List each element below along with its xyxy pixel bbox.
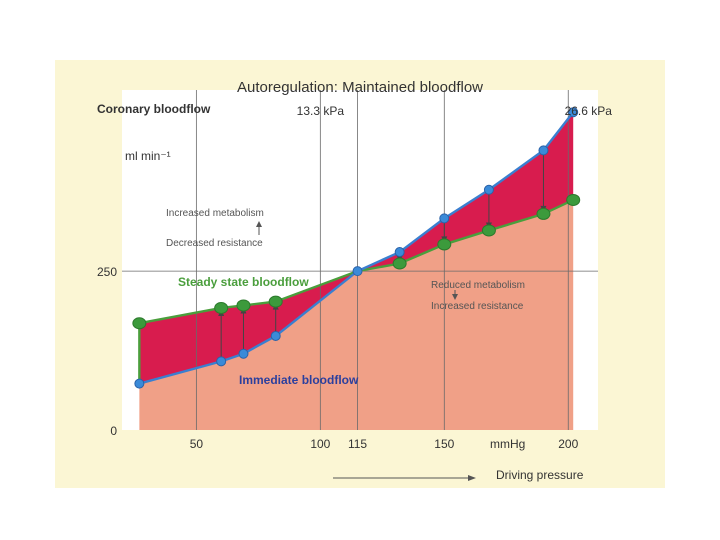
steady-state-point — [536, 207, 551, 220]
steady-state-point — [392, 257, 407, 270]
annotation-reduced-metabolism: Reduced metabolism — [431, 280, 525, 291]
steady-state-point — [481, 224, 496, 237]
steady-state-point — [566, 193, 581, 206]
steady-state-line — [139, 198, 574, 325]
annotation-increased-metabolism: Increased metabolism — [166, 208, 264, 219]
immediate-point — [216, 356, 227, 367]
immediate-point — [270, 330, 281, 341]
area-fills — [139, 112, 574, 430]
immediate-point — [134, 378, 145, 389]
base-flow-area — [139, 199, 574, 430]
immediate-point — [568, 107, 579, 118]
series-lines — [138, 111, 575, 385]
immediate-point — [238, 348, 249, 359]
steady-state-point — [437, 238, 452, 251]
x-axis-unit: mmHg — [490, 437, 525, 451]
x-tick-label: 100 — [310, 437, 330, 451]
driving-pressure-arrow-head — [468, 475, 476, 481]
y-axis-label: Coronary bloodflow — [97, 102, 211, 116]
immediate-point — [538, 145, 549, 156]
immediate-line — [139, 111, 575, 385]
tick-labels: 50 100 115 150 200 0 250 13.3 kPa 26.6 kPa — [97, 104, 612, 451]
steady-state-point — [236, 299, 251, 312]
crossover-point — [352, 266, 363, 277]
x-tick-label: 200 — [558, 437, 578, 451]
steady-state-label: Steady state bloodflow — [178, 275, 309, 289]
y-axis-unit: ml min⁻¹ — [125, 149, 171, 163]
pressure-tick-label: 26.6 kPa — [565, 104, 613, 118]
annotation-increased-resistance: Increased resistance — [431, 301, 524, 312]
data-points — [132, 107, 581, 389]
steady-state-point — [268, 295, 283, 308]
steady-state-point — [214, 301, 229, 314]
x-tick-label: 115 — [348, 437, 367, 451]
chart-title: Autoregulation: Maintained bloodflow — [237, 79, 483, 96]
annotation-up-arrow-head — [256, 221, 262, 227]
y-tick-label: 0 — [110, 424, 117, 438]
annotation-decreased-resistance: Decreased resistance — [166, 238, 263, 249]
x-tick-label: 50 — [190, 437, 204, 451]
difference-area — [139, 112, 574, 384]
x-axis-caption: Driving pressure — [496, 468, 584, 482]
immediate-point — [439, 213, 450, 224]
steady-state-point — [132, 317, 147, 330]
x-tick-label: 150 — [434, 437, 454, 451]
immediate-point — [483, 184, 494, 195]
immediate-point — [394, 247, 405, 258]
pressure-tick-label: 13.3 kPa — [297, 104, 345, 118]
y-tick-label: 250 — [97, 265, 117, 279]
annotation-down-arrow-head — [452, 294, 458, 300]
immediate-label: Immediate bloodflow — [239, 373, 359, 387]
